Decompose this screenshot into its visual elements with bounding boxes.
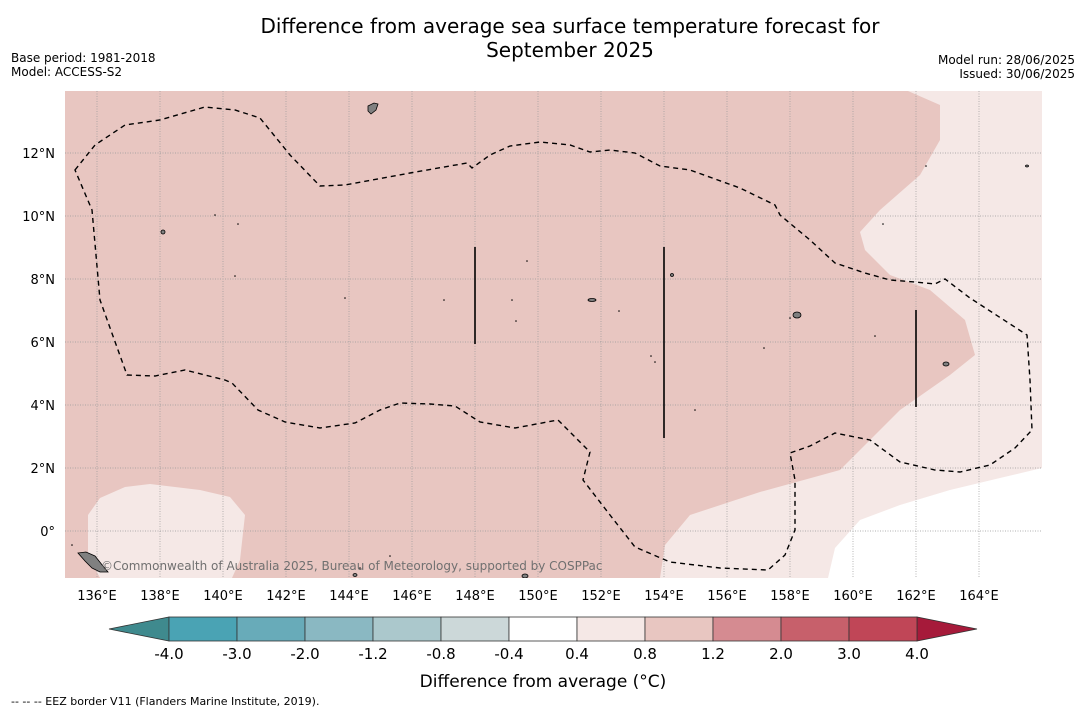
- island-2: [160, 229, 166, 235]
- lon-label: 162°E: [896, 589, 936, 604]
- colorbar-tick-labels: -4.0 -3.0 -2.0 -1.2 -0.8 -0.4 0.4 0.8 1.2 2.0 3.0 4…: [154, 645, 929, 663]
- lat-label: 6°N: [31, 336, 56, 351]
- colorbar-under-arrow: [108, 616, 170, 642]
- model-run-info: Model run: 28/06/2025 Issued: 30/06/2025: [938, 53, 1075, 81]
- lon-label: 140°E: [203, 589, 243, 604]
- colorbar-segment: [372, 616, 442, 642]
- colorbar-tick-label: 1.2: [701, 645, 725, 663]
- colorbar-segment: [644, 616, 714, 642]
- lon-label: 136°E: [77, 589, 117, 604]
- model-run-text: Model run: 28/06/2025: [937, 53, 1075, 67]
- colorbar-segment: [168, 616, 238, 642]
- colorbar-over-arrow: [916, 616, 978, 642]
- lon-label: 148°E: [455, 589, 495, 604]
- anomaly-fill-below-0.4: [828, 468, 1042, 578]
- island-4: [942, 361, 950, 367]
- colorbar-segment: [576, 616, 646, 642]
- colorbar-tick-label: -4.0: [154, 645, 183, 663]
- lon-label: 158°E: [770, 589, 810, 604]
- colorbar-tick-label: -2.0: [290, 645, 319, 663]
- map-panel: ©Commonwealth of Australia 2025, Bureau …: [65, 91, 1042, 578]
- issued-text: Issued: 30/06/2025: [959, 67, 1075, 81]
- lon-label: 156°E: [707, 589, 747, 604]
- lon-label: 144°E: [329, 589, 369, 604]
- map-title: Difference from average sea surface temp…: [170, 14, 970, 62]
- base-period-text: Base period: 1981-2018: [11, 51, 156, 65]
- island-8: [521, 573, 529, 578]
- longitude-gridlines: [96, 91, 980, 578]
- latitude-axis-labels: 12°N 10°N 8°N 6°N 4°N 2°N 0°: [22, 147, 55, 540]
- colorbar-tick-label: -1.2: [358, 645, 387, 663]
- lon-label: 150°E: [518, 589, 558, 604]
- colorbar-segment: [304, 616, 374, 642]
- title-line-1: Difference from average sea surface temp…: [260, 14, 880, 38]
- islets: [71, 165, 927, 569]
- lat-label: 0°: [40, 525, 55, 540]
- colorbar: [108, 616, 978, 642]
- lat-label: 2°N: [31, 462, 56, 477]
- lon-label: 160°E: [833, 589, 873, 604]
- boundary-segments: [474, 247, 917, 438]
- title-line-2: September 2025: [486, 38, 654, 62]
- island-3: [792, 311, 802, 319]
- colorbar-tick-label: 2.0: [769, 645, 793, 663]
- island-6: [670, 273, 674, 277]
- lon-label: 152°E: [581, 589, 621, 604]
- colorbar-segment: [848, 616, 918, 642]
- lon-label: 154°E: [644, 589, 684, 604]
- islands: [77, 102, 1029, 578]
- lon-label: 146°E: [392, 589, 432, 604]
- colorbar-segment: [440, 616, 510, 642]
- copyright-text: ©Commonwealth of Australia 2025, Bureau …: [101, 559, 603, 573]
- colorbar-tick-label: -0.4: [494, 645, 523, 663]
- lat-label: 8°N: [31, 273, 56, 288]
- colorbar-tick-label: 0.4: [565, 645, 589, 663]
- eez-border-fsm: [74, 106, 1033, 571]
- colorbar-tick-label: -0.8: [426, 645, 455, 663]
- longitude-axis-labels: 136°E 138°E 140°E 142°E 144°E 146°E 148°…: [77, 589, 999, 604]
- colorbar-tick-label: -3.0: [222, 645, 251, 663]
- colorbar-tick-label: 3.0: [837, 645, 861, 663]
- colorbar-segment: [780, 616, 850, 642]
- latitude-gridlines: [65, 152, 1042, 532]
- model-text: Model: ACCESS-S2: [11, 65, 123, 79]
- colorbar-segment: [236, 616, 306, 642]
- lat-label: 4°N: [31, 399, 56, 414]
- anomaly-fill-0.4-0.8-west: [88, 484, 245, 578]
- anomaly-fill-0.4-0.8-east: [660, 91, 1042, 578]
- lon-label: 138°E: [140, 589, 180, 604]
- island-1: [367, 102, 379, 115]
- island-7: [77, 551, 109, 573]
- colorbar-segment: [712, 616, 782, 642]
- colorbar-tick-label: 4.0: [905, 645, 929, 663]
- lat-label: 10°N: [22, 210, 55, 225]
- colorbar-segment: [508, 616, 578, 642]
- eez-footnote: -- -- -- EEZ border V11 (Flanders Marine…: [11, 695, 320, 708]
- colorbar-title: Difference from average (°C): [420, 672, 667, 692]
- lat-label: 12°N: [22, 147, 55, 162]
- island-5: [587, 298, 597, 302]
- island-10: [1025, 164, 1029, 168]
- colorbar-tick-label: 0.8: [633, 645, 657, 663]
- lon-label: 142°E: [266, 589, 306, 604]
- island-9: [352, 573, 358, 577]
- lon-label: 164°E: [959, 589, 999, 604]
- base-period-info: Base period: 1981-2018 Model: ACCESS-S2: [11, 51, 156, 79]
